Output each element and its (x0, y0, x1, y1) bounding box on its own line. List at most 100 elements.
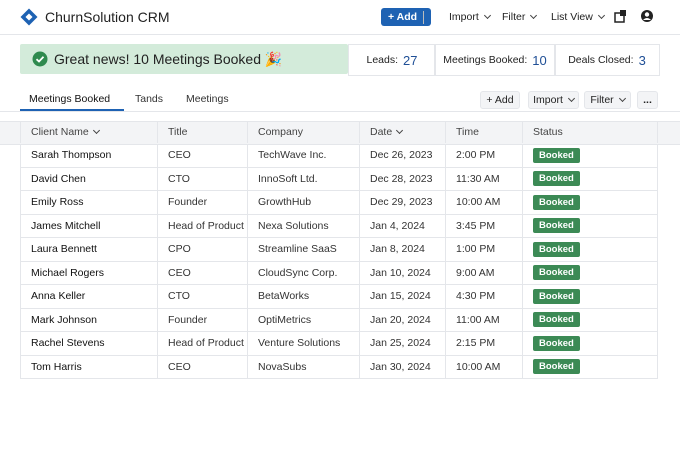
table-cell: 10:00 AM (446, 355, 523, 379)
table-cell: Anna Keller (20, 285, 158, 309)
toolbar-button[interactable]: + Add (480, 91, 520, 109)
cell-text: Jan 25, 2024 (370, 337, 431, 350)
table-cell: BetaWorks (248, 285, 360, 309)
cell-text: David Chen (31, 172, 86, 185)
header-label: Title (168, 126, 188, 138)
add-button[interactable]: + Add (381, 8, 432, 26)
header-label: Company (258, 126, 303, 138)
cell-text: CEO (168, 266, 191, 279)
table-cell: Booked (523, 332, 658, 356)
table-cell: Head of Product (158, 332, 248, 356)
header-label: Date (370, 126, 393, 138)
user-icon[interactable] (640, 9, 654, 23)
table-cell: Jan 4, 2024 (360, 214, 446, 238)
table-cell: Founder (158, 308, 248, 332)
cell-text: Dec 29, 2023 (370, 196, 433, 209)
status-badge: Booked (533, 312, 580, 328)
tab[interactable]: Meetings Booked (29, 93, 111, 105)
table-cell: Dec 26, 2023 (360, 144, 446, 168)
table-cell: CPO (158, 238, 248, 262)
cell-text: 2:15 PM (456, 337, 496, 350)
table-cell: 2:00 PM (446, 144, 523, 168)
table-cell: 9:00 AM (446, 261, 523, 285)
cell-text: Jan 8, 2024 (370, 243, 425, 256)
table-cell: James Mitchell (20, 214, 158, 238)
table-cell: OptiMetrics (248, 308, 360, 332)
table-cell: 11:30 AM (446, 167, 523, 191)
table-cell: Booked (523, 285, 658, 309)
table-cell: 11:00 AM (446, 308, 523, 332)
cell-text: CloudSync Corp. (258, 266, 338, 279)
label: List View (551, 11, 593, 23)
cell-text: Streamline SaaS (258, 243, 337, 256)
table-cell: Tom Harris (20, 355, 158, 379)
view-button[interactable]: List View (551, 8, 604, 26)
cell-text: Jan 30, 2024 (370, 360, 431, 373)
table-cell: GrowthHub (248, 191, 360, 215)
table-cell: Dec 28, 2023 (360, 167, 446, 191)
table-cell: NovaSubs (248, 355, 360, 379)
table-cell: Emily Ross (20, 191, 158, 215)
stat-box: Meetings Booked: 10 (434, 44, 556, 76)
table-cell: TechWave Inc. (248, 144, 360, 168)
cell-text: Mark Johnson (31, 313, 97, 326)
status-badge: Booked (533, 171, 580, 187)
status-badge: Booked (533, 241, 580, 257)
table-cell: Jan 25, 2024 (360, 332, 446, 356)
table-cell: Booked (523, 144, 658, 168)
table-cell: 10:00 AM (446, 191, 523, 215)
cell-text: Dec 28, 2023 (370, 172, 433, 185)
status-badge: Booked (533, 265, 580, 281)
cell-text: CTO (168, 290, 190, 303)
notify-icon[interactable] (614, 9, 628, 23)
cell-text: Rachel Stevens (31, 337, 105, 350)
table-cell: Jan 20, 2024 (360, 308, 446, 332)
top-bar (0, 0, 680, 35)
table-cell: 1:00 PM (446, 238, 523, 262)
label: Filter (590, 94, 614, 106)
table-cell: Dec 29, 2023 (360, 191, 446, 215)
table-cell: Booked (523, 167, 658, 191)
table-cell: CTO (158, 167, 248, 191)
cell-text: 3:45 PM (456, 219, 496, 232)
header-label: Status (533, 126, 563, 138)
table-cell: 2:15 PM (446, 332, 523, 356)
label: Filter (502, 11, 526, 23)
cell-text: Founder (168, 196, 208, 209)
status-badge: Booked (533, 147, 580, 163)
active-tab-underline (20, 109, 124, 111)
toolbar-button[interactable]: ... (637, 91, 658, 109)
cell-text: Venture Solutions (258, 337, 341, 350)
logo-icon (20, 8, 38, 26)
label: Import (449, 11, 479, 23)
check-icon (32, 51, 48, 67)
cell-text: Jan 10, 2024 (370, 266, 431, 279)
cell-text: Head of Product (168, 337, 244, 350)
filter-button[interactable]: Filter (502, 8, 536, 26)
table-cell: Nexa Solutions (248, 214, 360, 238)
cell-text: 9:00 AM (456, 266, 495, 279)
table-cell: Laura Bennett (20, 238, 158, 262)
tab[interactable]: Meetings (186, 93, 229, 105)
column-header[interactable]: Date (360, 121, 446, 143)
toolbar-button[interactable]: Filter (584, 91, 631, 109)
column-header: Company (248, 121, 360, 143)
table-cell: Venture Solutions (248, 332, 360, 356)
cell-text: Jan 20, 2024 (370, 313, 431, 326)
cell-text: James Mitchell (31, 219, 101, 232)
cell-text: OptiMetrics (258, 313, 312, 326)
stat-value: 3 (638, 52, 646, 68)
column-header[interactable]: Client Name (20, 121, 158, 143)
table-cell: Booked (523, 191, 658, 215)
cell-text: NovaSubs (258, 360, 307, 373)
table-cell: CEO (158, 144, 248, 168)
status-badge: Booked (533, 359, 580, 375)
cell-text: 1:00 PM (456, 243, 496, 256)
import-button[interactable]: Import (449, 8, 490, 26)
table-cell: Streamline SaaS (248, 238, 360, 262)
tab[interactable]: Tands (135, 93, 164, 105)
table-cell: Founder (158, 191, 248, 215)
toolbar-button[interactable]: Import (528, 91, 579, 109)
stat-value: 10 (532, 52, 547, 68)
